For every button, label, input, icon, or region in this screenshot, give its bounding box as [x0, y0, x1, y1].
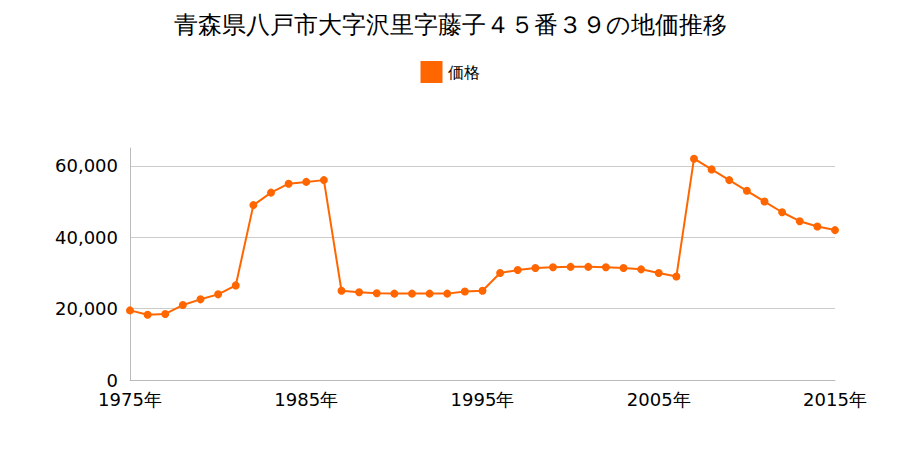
svg-text:価格: 価格 — [448, 63, 480, 82]
svg-text:2005年: 2005年 — [627, 389, 691, 410]
svg-text:40,000: 40,000 — [55, 227, 118, 248]
svg-text:1995年: 1995年 — [451, 389, 515, 410]
svg-text:青森県八戸市大字沢里字藤子４５番３９の地価推移: 青森県八戸市大字沢里字藤子４５番３９の地価推移 — [174, 11, 727, 39]
svg-text:1985年: 1985年 — [274, 389, 338, 410]
svg-text:2015年: 2015年 — [803, 389, 867, 410]
svg-text:60,000: 60,000 — [55, 155, 118, 176]
svg-text:20,000: 20,000 — [55, 298, 118, 319]
svg-text:1975年: 1975年 — [98, 389, 162, 410]
svg-text:0: 0 — [107, 370, 118, 391]
